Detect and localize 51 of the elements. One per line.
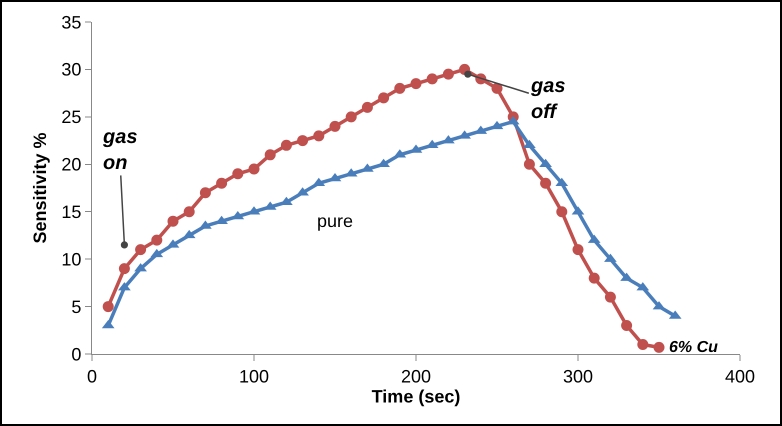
- point: [297, 135, 308, 146]
- point: [426, 73, 438, 84]
- point: [442, 68, 454, 80]
- point: [588, 272, 600, 284]
- point: [410, 78, 422, 90]
- point: [200, 187, 211, 198]
- point: [394, 82, 406, 94]
- y-tick-label: 5: [71, 296, 82, 317]
- series-label: 6% Cu: [669, 339, 718, 356]
- point: [362, 102, 373, 113]
- point: [168, 216, 178, 227]
- point: [572, 244, 584, 256]
- x-tick-label: 400: [724, 366, 756, 387]
- point: [118, 263, 130, 274]
- point: [248, 164, 260, 175]
- y-tick-label: 30: [61, 60, 82, 80]
- y-tick-label: 35: [61, 12, 82, 32]
- x-tick-label: 200: [400, 366, 432, 387]
- y-tick-label: 10: [61, 249, 82, 270]
- point: [621, 320, 632, 332]
- x-axis-title: Time (sec): [372, 386, 460, 407]
- point: [216, 178, 228, 189]
- point: [378, 92, 390, 104]
- y-tick-label: 0: [71, 344, 82, 364]
- point: [330, 120, 340, 132]
- x-tick-label: 300: [562, 366, 594, 387]
- point: [280, 140, 292, 151]
- point: [604, 292, 616, 303]
- point: [492, 82, 502, 94]
- y-tick-label: 20: [61, 154, 82, 175]
- annotation: gas off: [530, 75, 566, 123]
- point: [135, 244, 146, 256]
- point: [313, 130, 324, 142]
- y-axis-title: Sensitivity %: [30, 132, 50, 244]
- point: [151, 234, 162, 246]
- x-tick-label: 0: [86, 366, 98, 387]
- point: [540, 178, 552, 189]
- point: [264, 149, 276, 160]
- point: [556, 206, 568, 218]
- point: [524, 158, 535, 170]
- x-tick-label: 100: [238, 366, 270, 387]
- point: [654, 342, 664, 353]
- annotation: gas on: [102, 126, 138, 174]
- y-tick-label: 15: [61, 202, 82, 222]
- point: [232, 168, 244, 180]
- point: [184, 206, 195, 218]
- series-label: pure: [317, 211, 354, 231]
- y-tick-label: 25: [61, 107, 82, 128]
- point: [102, 301, 114, 312]
- point: [346, 111, 357, 122]
- point: [637, 339, 648, 350]
